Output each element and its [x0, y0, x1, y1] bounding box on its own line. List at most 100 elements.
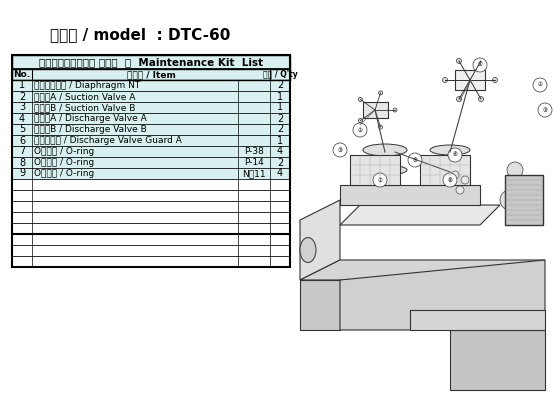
Ellipse shape: [363, 144, 407, 156]
Text: ⑦: ⑦: [377, 178, 382, 183]
Circle shape: [373, 173, 387, 187]
Text: 8: 8: [19, 158, 25, 168]
Circle shape: [538, 103, 552, 117]
Polygon shape: [300, 200, 340, 280]
Text: No.: No.: [13, 70, 31, 79]
Circle shape: [456, 97, 461, 102]
Text: P-38: P-38: [244, 147, 264, 156]
Polygon shape: [450, 330, 545, 390]
Text: 吸気弁B / Suction Valve B: 吸気弁B / Suction Valve B: [34, 103, 136, 112]
Text: ②: ②: [538, 82, 543, 87]
Polygon shape: [300, 280, 340, 330]
Text: N－11: N－11: [242, 169, 266, 178]
Circle shape: [379, 91, 382, 95]
Text: 1: 1: [277, 102, 283, 113]
Circle shape: [333, 143, 347, 157]
Text: Oリング / O-ring: Oリング / O-ring: [34, 169, 94, 178]
Text: P-14: P-14: [244, 158, 264, 167]
Text: 2: 2: [277, 113, 283, 123]
Bar: [12, 80, 290, 91]
Text: 1: 1: [19, 81, 25, 90]
Circle shape: [408, 153, 422, 167]
Circle shape: [513, 178, 527, 192]
Bar: [420, 155, 470, 185]
Circle shape: [500, 190, 520, 210]
Text: 1: 1: [277, 92, 283, 102]
Text: 2: 2: [19, 92, 25, 102]
Bar: [12, 223, 290, 234]
Text: ⑤: ⑤: [413, 158, 417, 163]
Ellipse shape: [363, 165, 407, 175]
Bar: [12, 179, 290, 190]
Text: ③: ③: [338, 147, 342, 152]
Text: 2: 2: [277, 124, 283, 134]
Bar: [12, 124, 290, 135]
Text: 4: 4: [19, 113, 25, 123]
Text: ①: ①: [478, 63, 482, 68]
Bar: [12, 201, 290, 212]
Bar: [12, 212, 290, 223]
Text: 7: 7: [19, 147, 25, 157]
Text: ダイアフラム / Diaphragm NT: ダイアフラム / Diaphragm NT: [34, 81, 140, 90]
Text: 9: 9: [19, 168, 25, 178]
Circle shape: [478, 58, 483, 63]
Bar: [350, 155, 400, 185]
Bar: [12, 168, 290, 179]
Bar: [455, 70, 485, 90]
Ellipse shape: [432, 168, 468, 176]
Text: 2: 2: [277, 158, 283, 168]
Bar: [12, 234, 290, 245]
Circle shape: [448, 148, 462, 162]
Polygon shape: [300, 260, 545, 280]
Ellipse shape: [300, 237, 316, 262]
Circle shape: [358, 97, 362, 101]
Text: 1: 1: [277, 136, 283, 145]
Polygon shape: [340, 260, 545, 330]
Circle shape: [533, 78, 547, 92]
Text: 排気弁A / Discharge Valve A: 排気弁A / Discharge Valve A: [34, 114, 147, 123]
Text: 4: 4: [277, 147, 283, 157]
Circle shape: [353, 123, 367, 137]
Text: ③: ③: [543, 108, 548, 113]
Text: Oリング / O-ring: Oリング / O-ring: [34, 158, 94, 167]
Text: 排気弁押え / Discharge Valve Guard A: 排気弁押え / Discharge Valve Guard A: [34, 136, 182, 145]
Bar: [505, 175, 543, 225]
Text: 6: 6: [19, 136, 25, 145]
Text: 部品名 / Item: 部品名 / Item: [127, 70, 175, 79]
Circle shape: [442, 78, 447, 82]
Circle shape: [473, 58, 487, 72]
Text: メンテナンスキット リスト  ／  Maintenance Kit  List: メンテナンスキット リスト ／ Maintenance Kit List: [39, 57, 263, 67]
Polygon shape: [340, 185, 480, 205]
Circle shape: [507, 162, 523, 178]
Circle shape: [358, 118, 362, 123]
Text: Oリング / O-ring: Oリング / O-ring: [34, 147, 94, 156]
Bar: [12, 55, 290, 69]
Bar: [12, 102, 290, 113]
Text: ⑥: ⑥: [452, 152, 458, 158]
Bar: [12, 91, 290, 102]
Bar: [12, 69, 290, 80]
Text: ②: ②: [358, 128, 362, 132]
Text: 2: 2: [277, 81, 283, 90]
Circle shape: [456, 58, 461, 63]
Bar: [12, 135, 290, 146]
Circle shape: [461, 176, 469, 184]
Text: 数量 / Q'ty: 数量 / Q'ty: [263, 70, 297, 79]
Text: ⑧: ⑧: [447, 178, 452, 183]
Bar: [12, 113, 290, 124]
Circle shape: [451, 171, 459, 179]
Text: 排気弁B / Discharge Valve B: 排気弁B / Discharge Valve B: [34, 125, 147, 134]
Ellipse shape: [430, 145, 470, 155]
Bar: [12, 55, 290, 267]
Bar: [12, 190, 290, 201]
Bar: [12, 146, 290, 157]
Text: 4: 4: [277, 168, 283, 178]
Text: 吸気弁A / Suction Valve A: 吸気弁A / Suction Valve A: [34, 92, 136, 101]
Polygon shape: [340, 205, 500, 225]
Circle shape: [379, 125, 382, 129]
Circle shape: [443, 173, 457, 187]
Circle shape: [456, 186, 464, 194]
Bar: [12, 157, 290, 168]
Circle shape: [393, 108, 397, 112]
Bar: [12, 256, 290, 267]
